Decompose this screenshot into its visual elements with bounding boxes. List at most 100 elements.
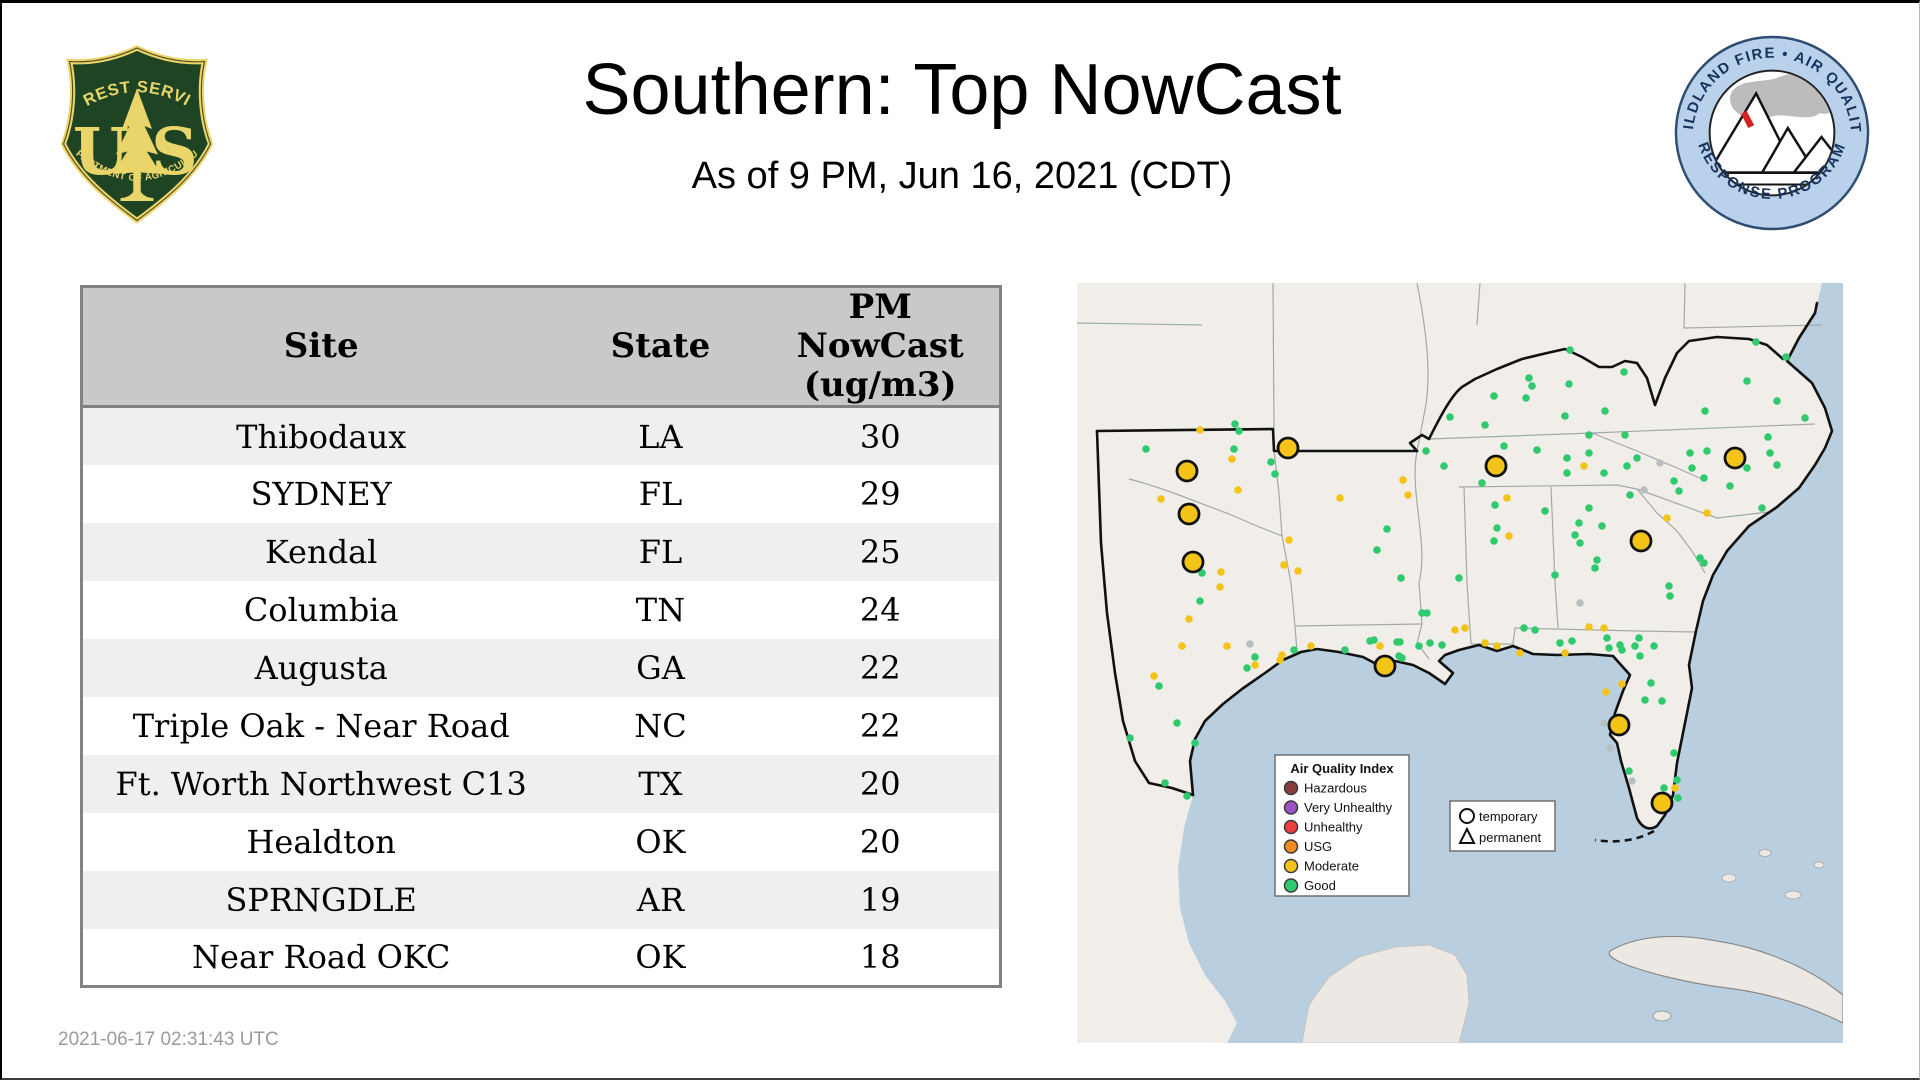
monitor-dot	[1674, 794, 1682, 802]
monitor-dot	[1426, 639, 1434, 647]
monitor-dot	[1743, 377, 1751, 385]
monitor-dot	[1373, 546, 1381, 554]
table-row: Augusta GA 22	[81, 638, 1001, 697]
monitor-dot	[1700, 559, 1708, 567]
temporary-label: temporary	[1479, 809, 1538, 824]
table-row: Thibodaux LA 30	[81, 406, 1001, 465]
generated-timestamp: 2021-06-17 02:31:43 UTC	[58, 1029, 279, 1050]
monitor-dot	[1565, 380, 1573, 388]
cell-state: FL	[638, 532, 683, 571]
monitor-dot	[1415, 642, 1423, 650]
monitor-dot	[1601, 407, 1609, 415]
monitor-dot	[1228, 455, 1236, 463]
column-header-state: State	[559, 286, 762, 409]
monitor-dot	[1561, 412, 1569, 420]
monitor-dot	[1575, 519, 1583, 527]
monitor-dot	[1647, 679, 1655, 687]
monitor-dot	[1490, 392, 1498, 400]
monitor-dot	[1230, 445, 1238, 453]
monitor-dot	[1563, 469, 1571, 477]
usfs-shield-outline	[62, 47, 212, 222]
monitor-dot	[1658, 697, 1666, 705]
monitor-dot	[1422, 447, 1430, 455]
monitor-dot	[1493, 642, 1501, 650]
cell-pm: 20	[859, 822, 901, 861]
permanent-marker-icon	[1458, 826, 1476, 844]
aqi-map: Air Quality Index Hazardous Very Unhealth…	[1076, 282, 1844, 1044]
top-site-marker	[1175, 459, 1199, 483]
monitor-dot	[1633, 454, 1641, 462]
monitor-dot	[1801, 414, 1809, 422]
monitor-dot	[1541, 507, 1549, 515]
usfs-letter-s: S	[151, 114, 198, 190]
monitor-dot	[1758, 504, 1766, 512]
monitor-dot	[1446, 413, 1454, 421]
monitor-dot	[1598, 522, 1606, 530]
monitor-dot	[1602, 688, 1610, 696]
table-row: Healdton OK 20	[81, 812, 1001, 871]
cell-site: Kendal	[264, 532, 378, 571]
monitor-dot	[1688, 464, 1696, 472]
monitor-dot	[1271, 470, 1279, 478]
monitor-dot	[1701, 407, 1709, 415]
monitor-dot	[1525, 374, 1533, 382]
monitor-dot	[1703, 509, 1711, 517]
cell-pm: 18	[859, 938, 901, 977]
monitor-dot	[1183, 792, 1191, 800]
monitor-dot	[1665, 582, 1673, 590]
monitor-dot	[1576, 599, 1584, 607]
monitor-dot	[1671, 784, 1679, 792]
monitor-dot	[1404, 491, 1412, 499]
monitor-dot	[1191, 739, 1199, 747]
monitor-dot	[1451, 626, 1459, 634]
monitor-dot	[1580, 462, 1588, 470]
monitor-dot	[1231, 420, 1239, 428]
monitor-dot	[1500, 442, 1508, 450]
page-title: Southern: Top NowCast	[582, 50, 1342, 130]
fire-mark-icon	[1741, 110, 1755, 129]
monitor-dot	[1185, 615, 1193, 623]
cell-site: Healdton	[246, 822, 396, 861]
map-yucatan	[1301, 944, 1470, 1044]
top-site-marker	[1177, 502, 1201, 526]
cell-site: Thibodaux	[236, 417, 407, 456]
map-top-site-markers	[1175, 436, 1747, 815]
monitor-dot	[1636, 652, 1644, 660]
monitor-dot	[1217, 568, 1225, 576]
legend-dot-very-unhealthy	[1283, 800, 1299, 815]
map-coastline	[1188, 301, 1834, 830]
top-site-marker	[1276, 436, 1300, 460]
monitor-dot	[1223, 642, 1231, 650]
monitor-dot	[1126, 734, 1134, 742]
monitor-dot	[1251, 661, 1259, 669]
monitor-dot	[1621, 431, 1629, 439]
temporary-marker-icon	[1459, 808, 1475, 824]
table-header-row: Site State PM NowCast (ug/m3)	[81, 286, 1001, 409]
monitor-dot	[1585, 431, 1593, 439]
monitor-dot	[1675, 487, 1683, 495]
cell-pm: 24	[859, 590, 901, 629]
cell-state: NC	[634, 706, 687, 745]
map-region-boundary	[1095, 335, 1785, 797]
monitor-dot	[1491, 501, 1499, 509]
legend-dot-hazardous	[1283, 780, 1299, 796]
cell-site: SPRNGDLE	[225, 880, 417, 919]
monitor-dot	[1618, 680, 1626, 688]
usfs-logo: FOREST SERVICE U S DEPARTMENT OF AGRICUL…	[55, 45, 214, 224]
top-site-marker	[1723, 446, 1747, 470]
monitor-dot	[1551, 571, 1559, 579]
map-land	[1077, 283, 1832, 1043]
monitor-dot	[1670, 749, 1678, 757]
monitor-dot	[1520, 624, 1528, 632]
top-site-marker	[1650, 791, 1674, 815]
top-site-marker	[1484, 454, 1508, 478]
monitor-dot	[1178, 642, 1186, 650]
top-nowcast-table: Site State PM NowCast (ug/m3) Thibodaux L…	[80, 285, 1002, 989]
monitor-dot	[1157, 495, 1165, 503]
monitor-dot	[1278, 651, 1286, 659]
page-subtitle: As of 9 PM, Jun 16, 2021 (CDT)	[691, 155, 1233, 197]
monitor-dot	[1155, 682, 1163, 690]
usfs-tree-icon	[113, 88, 161, 201]
monitor-dot	[1461, 624, 1469, 632]
legend-dot-usg	[1283, 839, 1299, 854]
